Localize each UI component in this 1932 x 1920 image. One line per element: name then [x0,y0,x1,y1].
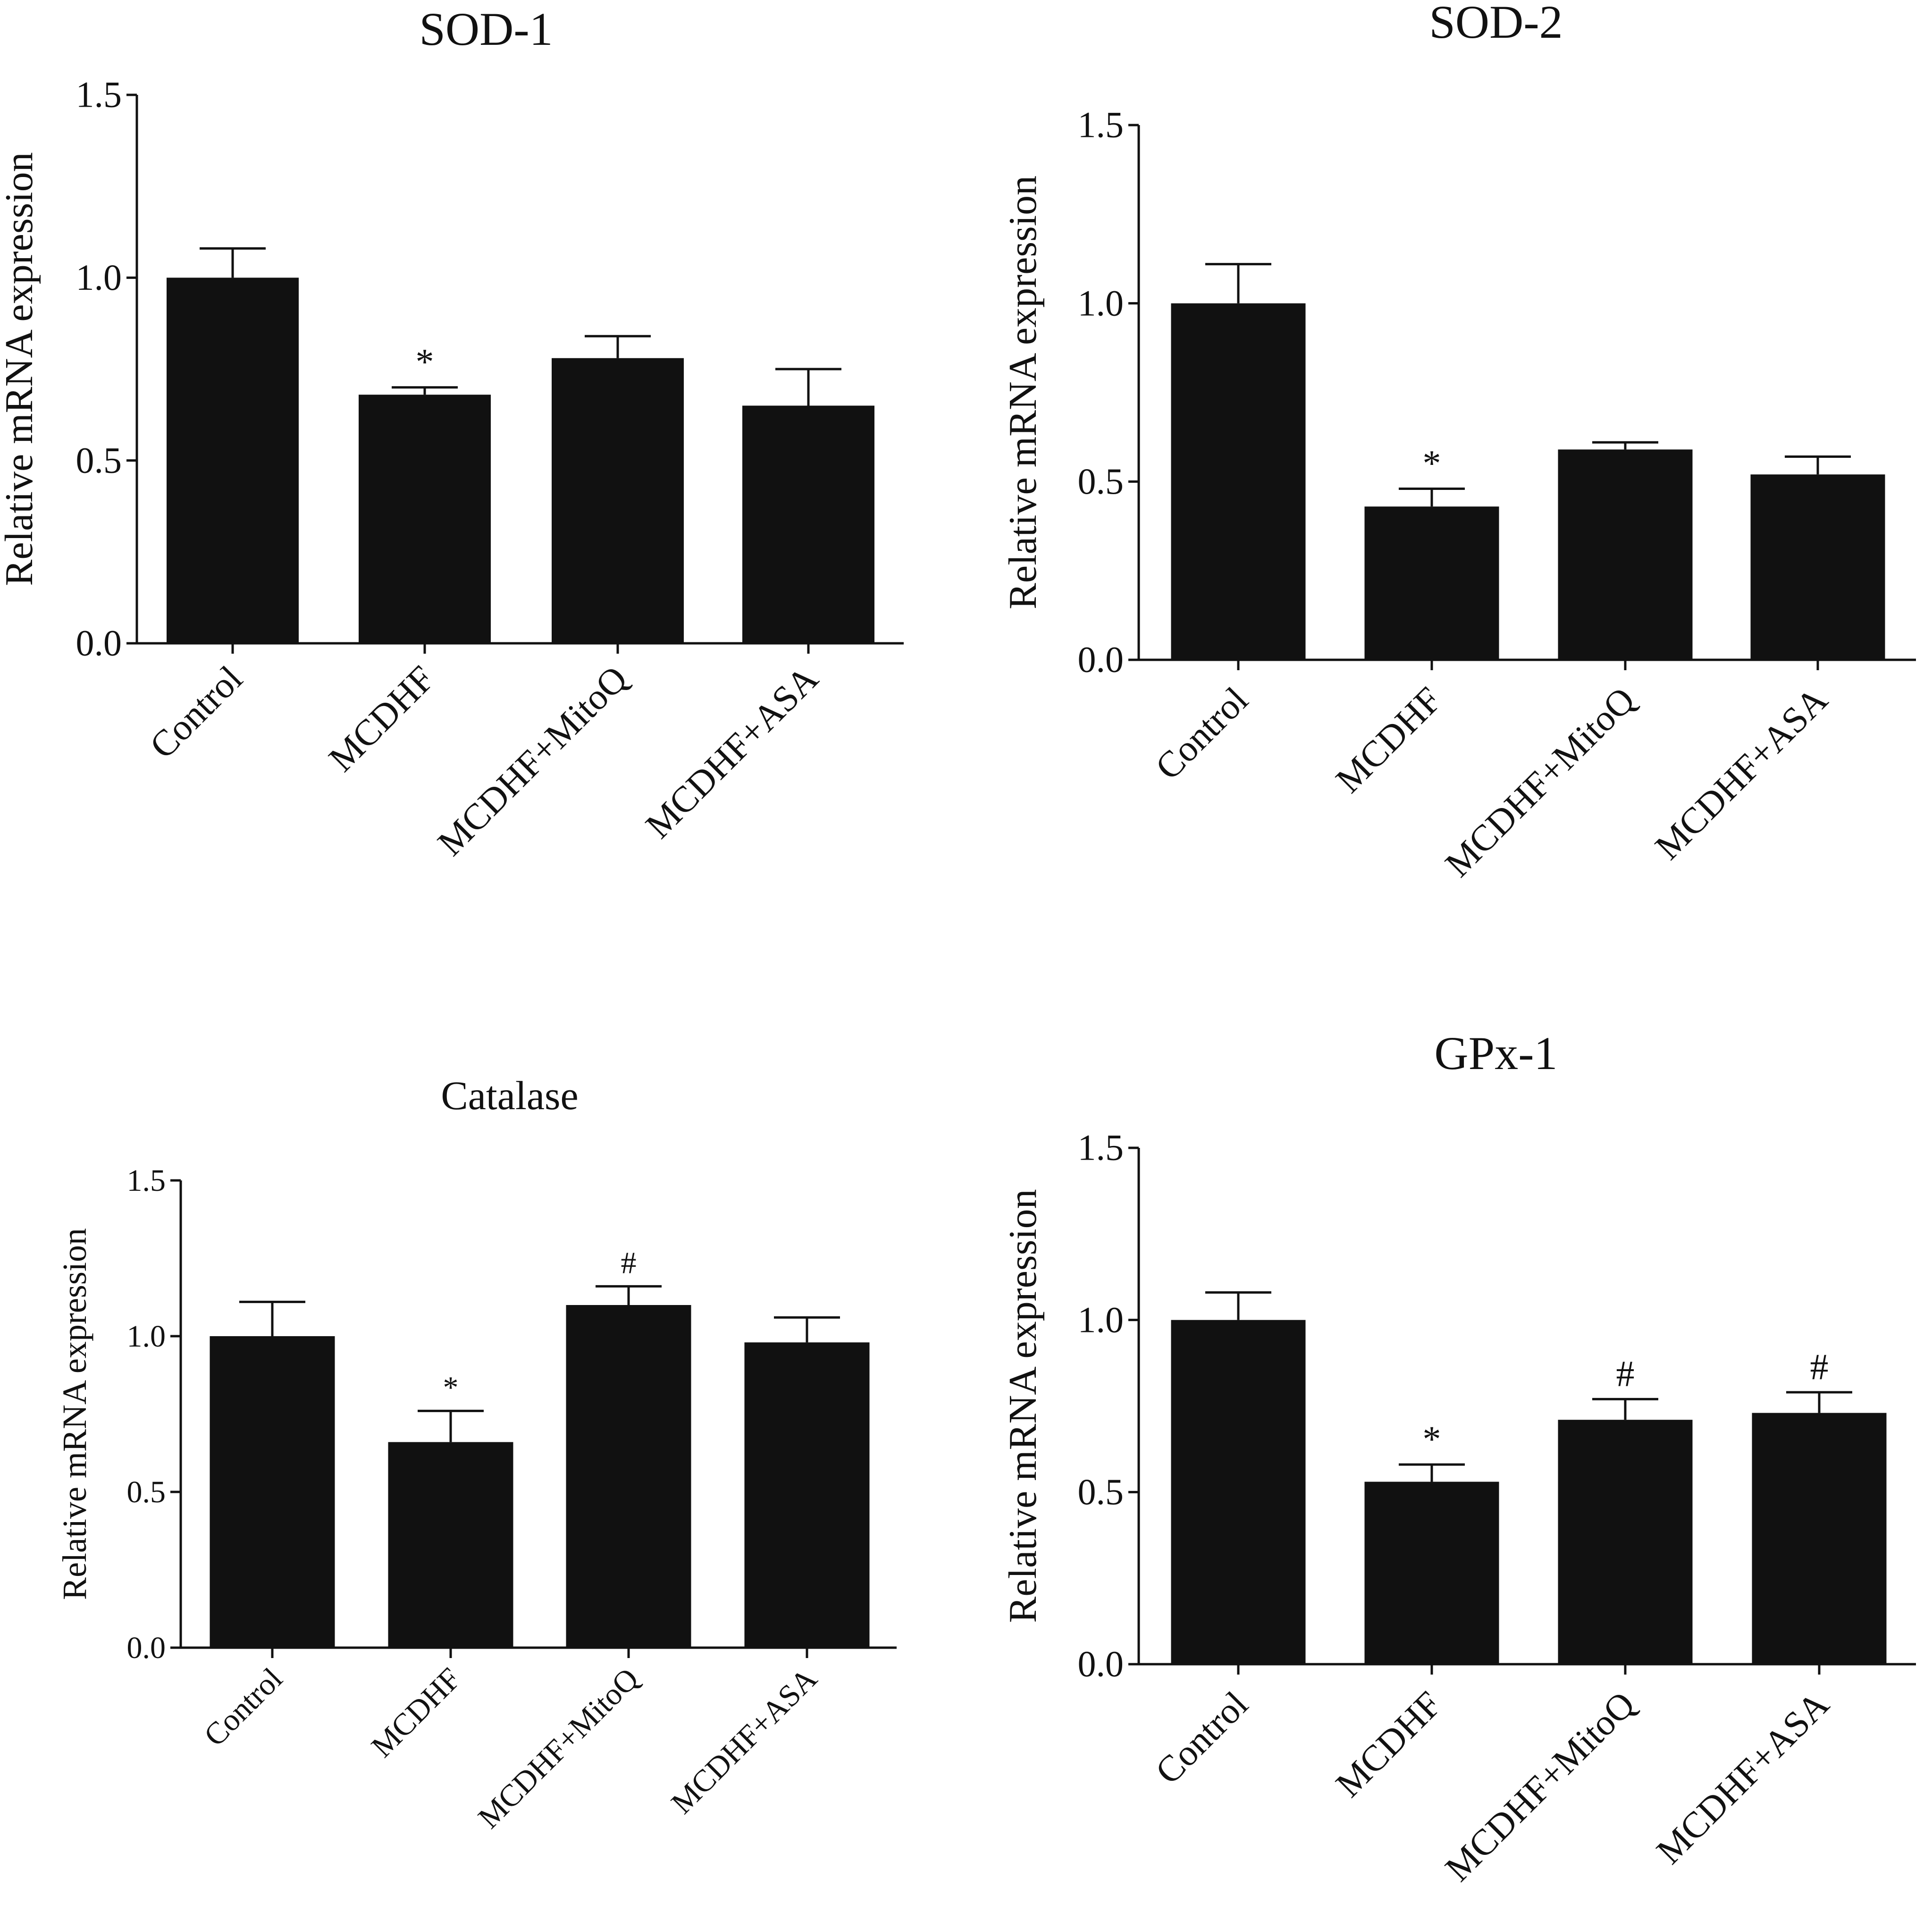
chart-title: SOD-1 [419,3,553,55]
chart-title: SOD-2 [1429,0,1562,48]
bar-mcdhf-mitoq [1558,1420,1693,1664]
category-label: Control [142,658,250,766]
y-axis-label: Relative mRNA expression [1001,176,1045,609]
category-label: MCDHF+MitoQ [1437,1684,1643,1889]
category-label: MCDHF+MitoQ [429,658,635,864]
category-label: MCDHF [320,658,442,780]
bar-control [1171,303,1306,660]
category-label: Control [1147,679,1256,788]
category-label: Control [1147,1684,1256,1792]
y-axis-label: Relative mRNA expression [56,1228,93,1600]
bar-mcdhf-asa [1752,1413,1887,1664]
bar-mcdhf-mitoq [1558,449,1693,660]
bar-control [1171,1320,1306,1664]
y-tick-label: 0.5 [127,1475,166,1509]
chart-panel-1: SOD-1 0.0 0.5 1.0 1.5 Relative mRNA expressio… [0,3,904,863]
significance-marker: # [621,1246,637,1280]
y-tick-label: 1.5 [1078,1127,1124,1168]
chart-panel-2: SOD-2 0.0 0.5 1.0 1.5 Relative mRNA expressio… [1001,0,1916,884]
chart-title: GPx-1 [1434,1027,1557,1079]
significance-marker: # [1616,1353,1635,1394]
bar-mcdhf-mitoq [552,358,684,643]
significance-marker: * [1423,1418,1441,1459]
y-tick-label: 0.0 [1078,1643,1124,1684]
significance-marker: * [416,341,434,382]
significance-marker: # [1810,1346,1829,1387]
bar-mcdhf [1364,506,1499,660]
y-tick-label: 0.5 [76,439,122,480]
category-label: MCDHF+MitoQ [1437,679,1643,885]
bar-mcdhf [388,1442,513,1648]
category-label: MCDHF [1327,1684,1449,1805]
y-axis-label: Relative mRNA expression [1001,1189,1045,1623]
category-label: MCDHF [1327,679,1449,801]
y-tick-label: 1.5 [76,74,122,115]
bar-mcdhf [359,395,491,643]
chart-title: Catalase [441,1073,578,1118]
y-axis-label: Relative mRNA expression [0,152,41,586]
y-tick-label: 0.5 [1078,461,1124,502]
category-label: MCDHF+ASA [664,1661,824,1821]
y-tick-label: 0.0 [76,623,122,664]
category-label: MCDHF+ASA [1647,679,1835,867]
significance-marker: * [443,1370,459,1405]
bar-mcdhf-mitoq [566,1305,691,1648]
category-label: MCDHF+ASA [1648,1684,1837,1872]
y-tick-label: 1.0 [127,1319,166,1354]
category-label: Control [197,1661,289,1753]
y-tick-label: 0.0 [127,1631,166,1665]
category-label: MCDHF [365,1661,468,1764]
bar-mcdhf-asa [744,1342,870,1648]
bar-control [167,278,299,643]
category-label: MCDHF+MitoQ [471,1661,645,1835]
y-tick-label: 1.0 [76,257,122,298]
y-tick-label: 0.5 [1078,1471,1124,1512]
category-label: MCDHF+ASA [638,658,826,846]
y-tick-label: 1.5 [1078,104,1124,145]
bar-mcdhf-asa [1750,474,1885,660]
y-tick-label: 1.0 [1078,1299,1124,1340]
bar-mcdhf [1364,1482,1499,1664]
bar-mcdhf-asa [742,405,874,643]
significance-marker: * [1423,442,1441,483]
chart-panel-4: GPx-1 0.0 0.5 1.0 1.5 Relative mRNA expressio… [1001,1027,1916,1889]
y-tick-label: 0.0 [1078,639,1124,680]
chart-panel-3: Catalase 0.0 0.5 1.0 1.5 Relative mRNA expres… [56,1073,897,1835]
y-tick-label: 1.0 [1078,282,1124,323]
bar-control [210,1336,335,1648]
y-tick-label: 1.5 [127,1163,166,1198]
